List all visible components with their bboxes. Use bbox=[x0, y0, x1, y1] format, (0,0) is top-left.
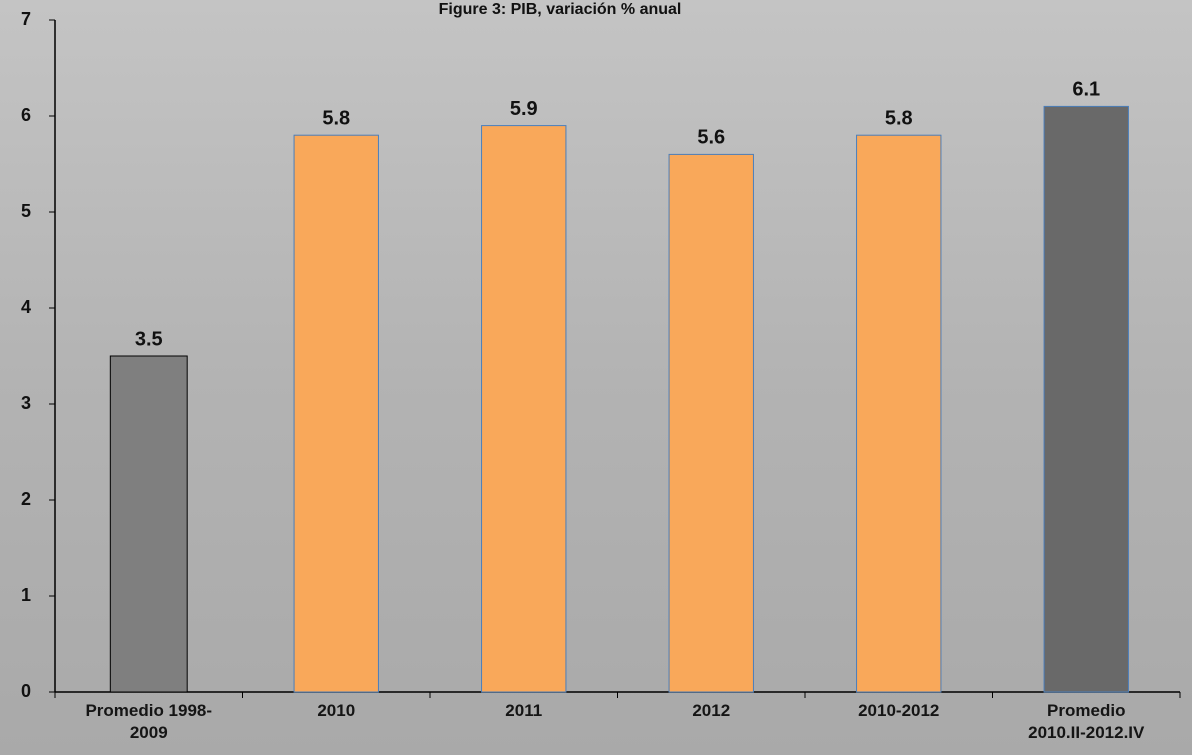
bar bbox=[668, 153, 754, 693]
x-tick-label-box: 2011 bbox=[505, 701, 543, 720]
bar bbox=[1043, 105, 1129, 693]
data-label: 5.8 bbox=[322, 107, 350, 129]
bar bbox=[481, 125, 567, 693]
y-tick-label: 0 bbox=[21, 681, 31, 701]
data-label: 5.9 bbox=[510, 98, 538, 120]
x-tick-label-box: 2012 bbox=[692, 701, 731, 720]
y-tick-label: 4 bbox=[21, 297, 31, 317]
y-tick-label: 3 bbox=[21, 393, 31, 413]
x-tick-label-box: 2010-2012 bbox=[858, 701, 940, 720]
bar bbox=[293, 134, 379, 693]
data-label: 5.8 bbox=[885, 107, 913, 129]
chart-title: Figure 3: PIB, variación % anual bbox=[439, 1, 682, 18]
y-tick-label: 1 bbox=[21, 585, 31, 605]
x-tick-label: 2010 bbox=[317, 701, 356, 720]
x-tick-label-box: Promedio 1998- 2009 bbox=[85, 701, 213, 742]
data-label: 3.5 bbox=[135, 328, 163, 350]
bar bbox=[109, 355, 188, 693]
bar bbox=[856, 134, 942, 693]
x-tick-label: 2011 bbox=[505, 701, 543, 720]
data-label: 5.6 bbox=[697, 127, 725, 149]
y-tick-label: 5 bbox=[21, 201, 31, 221]
data-label: 6.1 bbox=[1072, 79, 1100, 101]
x-tick-label-box: Promedio 2010.II-2012.IV bbox=[1028, 701, 1145, 742]
x-tick-label: 2012 bbox=[692, 701, 731, 720]
y-tick-label: 6 bbox=[21, 105, 31, 125]
x-tick-label: 2010-2012 bbox=[858, 701, 940, 720]
y-tick-label: 7 bbox=[21, 9, 31, 29]
x-tick-label: Promedio 2010.II-2012.IV bbox=[1028, 701, 1145, 742]
y-tick-label: 2 bbox=[21, 489, 31, 509]
x-tick-label-box: 2010 bbox=[317, 701, 356, 720]
x-tick-label: Promedio 1998- 2009 bbox=[85, 701, 213, 742]
